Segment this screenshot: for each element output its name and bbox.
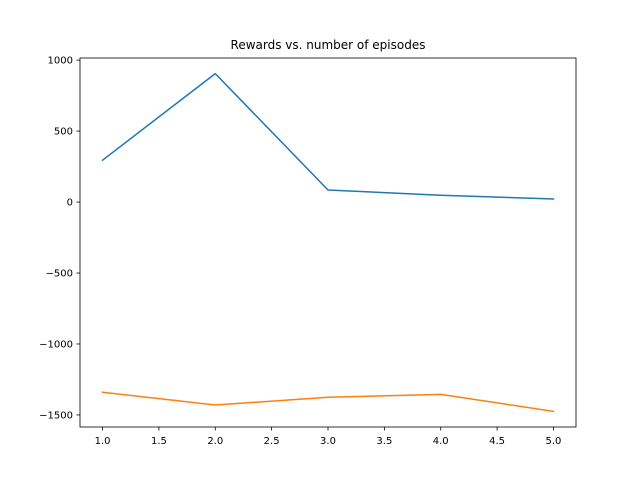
x-tick-label: 1.5 [151,436,167,447]
series-line-2 [101,391,555,413]
y-tick-label: 500 [54,127,73,138]
x-tick-label: 3.0 [320,436,336,447]
x-tick-label: 2.5 [264,436,280,447]
plot-frame [79,57,577,428]
y-tick-label: −1000 [39,339,73,350]
x-tick-label: 2.0 [207,436,223,447]
y-tick-label: −1500 [39,410,73,421]
x-tick-label: 5.0 [546,436,562,447]
x-tick-label: 3.5 [376,436,392,447]
x-tick-label: 4.0 [433,436,449,447]
y-tick-label: 1000 [48,56,73,67]
chart-title: Rewards vs. number of episodes [231,38,426,52]
ticks-layer: 1.0 1.5 2.0 2.5 3.0 3.5 4.0 4.5 5.0 1000 500 0 −500 −… [39,56,561,447]
x-tick-label: 1.0 [95,436,111,447]
y-tick-label: −500 [46,269,73,280]
x-tick-label: 4.5 [489,436,505,447]
series-layer [101,72,555,413]
y-tick-label: 0 [67,198,73,209]
series-line-1 [101,72,555,200]
